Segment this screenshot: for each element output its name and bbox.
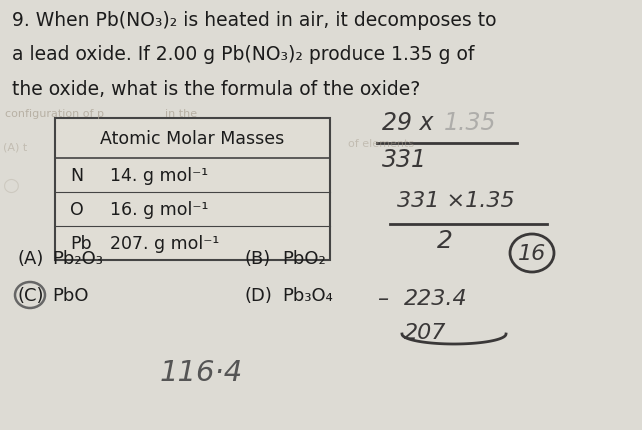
Text: 331 ×1.35: 331 ×1.35 (397, 190, 515, 211)
Text: 331: 331 (382, 147, 427, 172)
Bar (55, 119, 330, 261)
Text: O: O (70, 200, 83, 218)
Text: of elements: of elements (348, 139, 414, 149)
Text: configuration of p: configuration of p (5, 109, 104, 119)
Text: N: N (70, 166, 83, 184)
Text: a lead oxide. If 2.00 g Pb(NO₃)₂ produce 1.35 g of: a lead oxide. If 2.00 g Pb(NO₃)₂ produce… (12, 46, 474, 64)
Text: 9. When Pb(NO₃)₂ is heated in air, it decomposes to: 9. When Pb(NO₃)₂ is heated in air, it de… (12, 11, 496, 30)
Text: (C): (C) (18, 286, 44, 304)
Text: ○: ○ (3, 175, 20, 194)
Text: Pb₃O₄: Pb₃O₄ (282, 286, 333, 304)
Text: 223.4: 223.4 (404, 289, 467, 308)
Text: in the: in the (165, 109, 197, 119)
Text: 29 x: 29 x (382, 111, 433, 135)
Text: Pb: Pb (70, 234, 92, 252)
Text: (A): (A) (18, 249, 44, 267)
Text: PbO: PbO (52, 286, 89, 304)
Text: (A) t: (A) t (3, 143, 27, 153)
Text: 207: 207 (404, 322, 446, 342)
Text: the oxide, what is the formula of the oxide?: the oxide, what is the formula of the ox… (12, 80, 421, 99)
Text: 2: 2 (437, 228, 453, 252)
Text: –: – (377, 289, 388, 308)
Text: Pb₂O₃: Pb₂O₃ (52, 249, 103, 267)
Text: 16: 16 (518, 243, 546, 264)
Text: (D): (D) (245, 286, 273, 304)
Text: Atomic Molar Masses: Atomic Molar Masses (100, 130, 284, 147)
Text: PbO₂: PbO₂ (282, 249, 325, 267)
Text: 14. g mol⁻¹: 14. g mol⁻¹ (110, 166, 208, 184)
Text: 16. g mol⁻¹: 16. g mol⁻¹ (110, 200, 209, 218)
Text: 1.35: 1.35 (444, 111, 496, 135)
Text: (B): (B) (245, 249, 272, 267)
Text: 207. g mol⁻¹: 207. g mol⁻¹ (110, 234, 220, 252)
Text: 116·4: 116·4 (160, 358, 243, 386)
